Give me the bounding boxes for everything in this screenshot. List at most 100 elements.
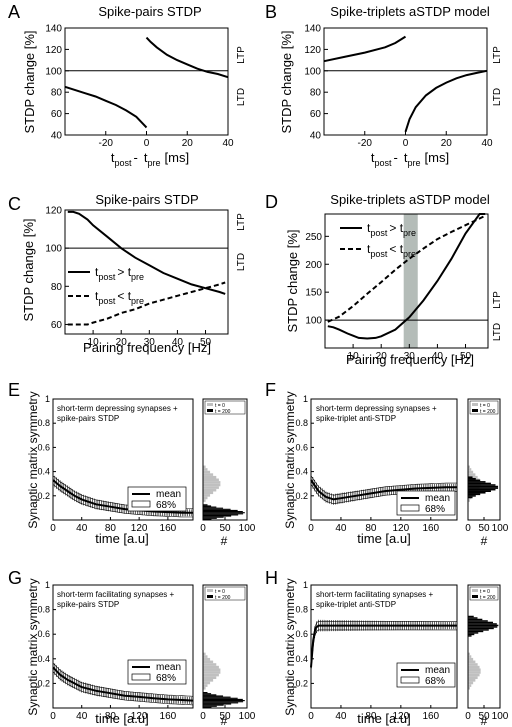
x-axis-label: Pairing frequency [Hz] [346, 352, 474, 367]
y-tick-label: 60 [51, 109, 63, 120]
panel-letter: G [8, 568, 22, 588]
hist-bar-t0 [203, 470, 211, 474]
hist-legend-swatch-t200 [207, 595, 213, 598]
hist-bar-t200 [203, 508, 231, 510]
hist-bar-t0 [468, 681, 474, 685]
hist-x-tick-label: 50 [478, 523, 490, 534]
plot-area [52, 398, 194, 521]
panel-annotation: short-term depressing synapses + [57, 404, 178, 413]
y-axis-label: Synaptic matrix symmetry [26, 578, 40, 715]
x-axis-label: time [a.u] [95, 531, 148, 546]
hist-bar-t200 [468, 482, 491, 485]
y-tick-label: 0.4 [37, 654, 50, 664]
hist-bar-t200 [468, 620, 488, 622]
panel-c: C Spike-pairs STDP 10 20 30 40 50 60 80 100 120 STD… [8, 192, 247, 355]
series-line-dashed-0 [67, 281, 226, 326]
hist-legend-label-t0: t = 0 [480, 589, 490, 595]
hist-x-tick-label: 50 [219, 523, 231, 534]
hist-bar-t0 [468, 499, 470, 502]
hist-x-tick-label: 0 [200, 523, 206, 534]
y-axis-label: Synaptic matrix symmetry [283, 578, 297, 715]
legend-part: > t [117, 265, 131, 279]
hist-bar-t200 [203, 511, 243, 513]
y-tick-label: 120 [304, 45, 321, 56]
hist-bar-t0 [203, 481, 221, 484]
y-axis-label: Synaptic matrix symmetry [283, 391, 297, 528]
panel-letter: B [265, 2, 277, 22]
legend-label: tpost < tpre [367, 242, 416, 259]
y-tick-label: 100 [305, 316, 322, 327]
hist-bar-t0 [468, 475, 478, 479]
hist-bar-t200 [468, 624, 499, 627]
hist-x-tick-label: 0 [465, 523, 471, 534]
hist-bar-t200 [468, 487, 499, 489]
hist-bar-t200 [468, 479, 481, 482]
hist-bar-t200 [468, 490, 491, 492]
chart-title: Spike-pairs STDP [95, 192, 198, 207]
chart-title: Spike-triplets aSTDP model [330, 4, 490, 19]
panel-letter: D [265, 192, 278, 212]
side-label-ltd: LTD [492, 88, 503, 106]
hist-bar-t0 [203, 660, 214, 664]
legend-label-band: 68% [425, 504, 445, 515]
y-tick-label: 80 [51, 88, 63, 99]
legend-part: < t [117, 289, 131, 303]
x-tick-label: 160 [422, 711, 439, 722]
chart-title: Spike-triplets aSTDP model [330, 192, 490, 207]
hist-bar-t0 [203, 676, 217, 680]
hist-legend-swatch-t0 [207, 403, 213, 406]
hist-legend-swatch-t200 [472, 409, 478, 412]
hist-bar-t0 [203, 496, 208, 500]
y-tick-label: 140 [304, 24, 321, 35]
x-tick-label: 160 [422, 523, 439, 534]
legend-swatch-band [131, 673, 151, 681]
y-tick-label: 0.2 [295, 678, 308, 688]
hist-bar-t0 [468, 686, 470, 690]
mean-line [310, 624, 457, 668]
legend-label-band: 68% [425, 676, 445, 687]
hist-bar-t0 [203, 652, 206, 656]
hist-bar-t200 [203, 692, 208, 694]
x-tick-label: 50 [200, 337, 212, 348]
hist-x-tick-label: 100 [239, 711, 256, 722]
hist-bar-t200 [468, 488, 496, 491]
side-label-ltp: LTP [236, 213, 247, 231]
hist-bar-t0 [468, 665, 480, 669]
hist-bar-t0 [203, 686, 206, 690]
x-tick-label: 30 [144, 337, 156, 348]
y-axis-label: STDP change [%] [285, 229, 300, 332]
y-tick-label: 0.8 [37, 418, 50, 428]
legend-sub: pre [131, 296, 144, 306]
x-tick-label: 120 [393, 711, 410, 722]
legend-label: tpost < tpre [95, 289, 144, 306]
x-axis-label-sub: post [115, 158, 133, 168]
hist-legend-box [204, 586, 246, 601]
side-label-ltd: LTD [492, 323, 503, 341]
x-tick-label: 30 [404, 351, 416, 362]
x-tick-label: 20 [182, 138, 194, 149]
legend-label: tpost > tpre [367, 221, 416, 238]
band-upper [310, 475, 457, 496]
mean-line [52, 479, 193, 514]
x-tick-label: 40 [172, 337, 184, 348]
legend-swatch-band [400, 504, 420, 512]
hist-bar-t0 [203, 491, 214, 495]
hist-bar-t0 [468, 465, 470, 469]
hist-bar-t0 [468, 676, 478, 680]
band-lower [310, 629, 457, 672]
histogram-area [202, 584, 248, 709]
series-line-solid-0 [64, 85, 148, 129]
panel-annotation: spike-pairs STDP [57, 600, 119, 609]
hist-bar-t200 [468, 485, 499, 488]
hist-bar-t200 [468, 491, 486, 494]
x-tick-label: 10 [88, 337, 100, 348]
plot-area [324, 213, 489, 349]
side-label-ltd: LTD [236, 253, 247, 271]
band-lower [52, 484, 193, 518]
y-tick-label: 40 [51, 131, 63, 142]
hist-bar-t200 [468, 618, 483, 621]
y-axis-label: STDP change [%] [22, 30, 37, 133]
series-line-solid-0 [323, 35, 407, 63]
hist-bar-t200 [203, 518, 212, 520]
